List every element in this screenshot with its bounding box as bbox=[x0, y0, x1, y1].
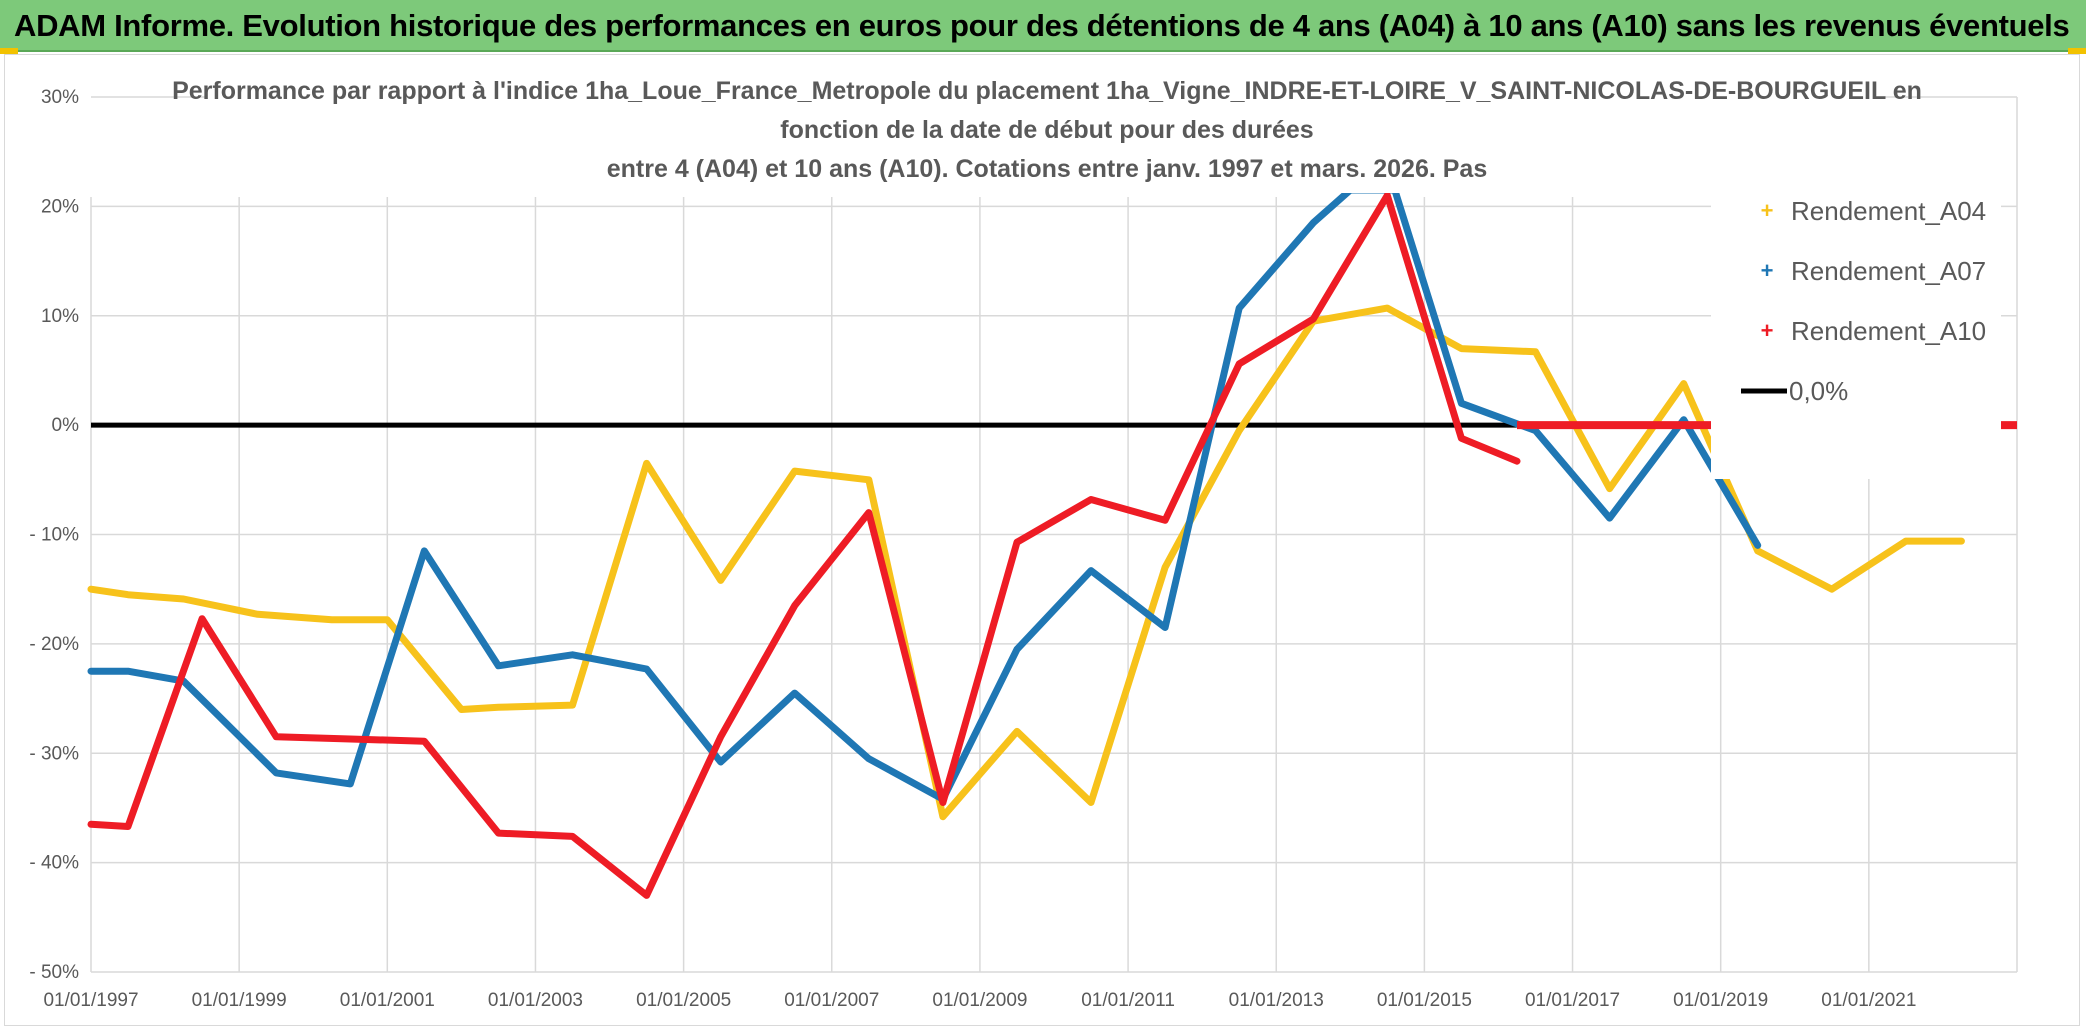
series-line-rendement-a04 bbox=[87, 304, 1965, 821]
y-tick-label: 0% bbox=[52, 415, 80, 436]
y-tick-label: - 50% bbox=[29, 962, 79, 983]
y-tick-label: 10% bbox=[41, 306, 79, 327]
x-tick-label: 01/01/2011 bbox=[1081, 990, 1175, 1011]
y-tick-label: - 30% bbox=[29, 743, 79, 764]
x-tick-label: 01/01/2007 bbox=[784, 990, 879, 1011]
y-tick-label: 20% bbox=[41, 196, 79, 217]
legend-marker: + bbox=[1761, 198, 1774, 223]
x-tick-label: 01/01/1999 bbox=[192, 990, 287, 1011]
report-title: ADAM Informe. Evolution historique des p… bbox=[14, 8, 2070, 43]
performance-chart: 30% 20% 10% 0% - 10% - 20% - 30% - 40% - 50% 01/… bbox=[29, 69, 2018, 1011]
legend-label: Rendement_A07 bbox=[1791, 256, 1986, 286]
chart-title-line: fonction de la date de début pour des du… bbox=[780, 116, 1313, 144]
y-tick-label: - 20% bbox=[29, 634, 79, 655]
banner-accent-right bbox=[2068, 48, 2086, 54]
x-tick-label: 01/01/2003 bbox=[488, 990, 583, 1011]
x-axis-ticks: 01/01/1997 01/01/1999 01/01/2001 01/01/2003… bbox=[43, 990, 1916, 1011]
chart-area: 30% 20% 10% 0% - 10% - 20% - 30% - 40% - 50% 01/… bbox=[4, 54, 2080, 1026]
series-layer bbox=[87, 186, 2017, 899]
legend-label: Rendement_A04 bbox=[1791, 196, 1986, 226]
x-tick-label: 01/01/1997 bbox=[43, 990, 138, 1011]
x-tick-label: 01/01/2013 bbox=[1229, 990, 1324, 1011]
chart-title-line: Performance par rapport à l'indice 1ha_L… bbox=[172, 77, 1922, 105]
y-axis-ticks: 30% 20% 10% 0% - 10% - 20% - 30% - 40% - 50% bbox=[29, 87, 79, 983]
title-backdrop bbox=[205, 69, 1885, 193]
x-tick-label: 01/01/2005 bbox=[636, 990, 731, 1011]
banner-accent-left bbox=[0, 48, 18, 54]
report-banner: ADAM Informe. Evolution historique des p… bbox=[0, 0, 2086, 52]
legend-marker: + bbox=[1761, 318, 1774, 343]
legend: + Rendement_A04 + Rendement_A07 + Rendement_A… bbox=[1711, 179, 2001, 479]
x-tick-label: 01/01/2017 bbox=[1525, 990, 1620, 1011]
y-tick-label: - 40% bbox=[29, 853, 79, 874]
x-tick-label: 01/01/2001 bbox=[340, 990, 435, 1011]
x-tick-label: 01/01/2021 bbox=[1821, 990, 1916, 1011]
x-tick-label: 01/01/2009 bbox=[932, 990, 1027, 1011]
legend-marker: + bbox=[1761, 258, 1774, 283]
x-tick-label: 01/01/2015 bbox=[1377, 990, 1472, 1011]
x-tick-label: 01/01/2019 bbox=[1673, 990, 1768, 1011]
series-line-rendement-a07 bbox=[87, 186, 1762, 803]
y-tick-label: - 10% bbox=[29, 525, 79, 546]
series-line-rendement-a10 bbox=[87, 191, 1521, 899]
legend-label: 0,0% bbox=[1789, 376, 1848, 406]
legend-label: Rendement_A10 bbox=[1791, 316, 1986, 346]
legend-backdrop bbox=[1711, 179, 2001, 479]
chart-title-line: entre 4 (A04) et 10 ans (A10). Cotations… bbox=[607, 155, 1487, 183]
chart-title: Performance par rapport à l'indice 1ha_L… bbox=[172, 69, 1922, 193]
y-tick-label: 30% bbox=[41, 87, 79, 108]
